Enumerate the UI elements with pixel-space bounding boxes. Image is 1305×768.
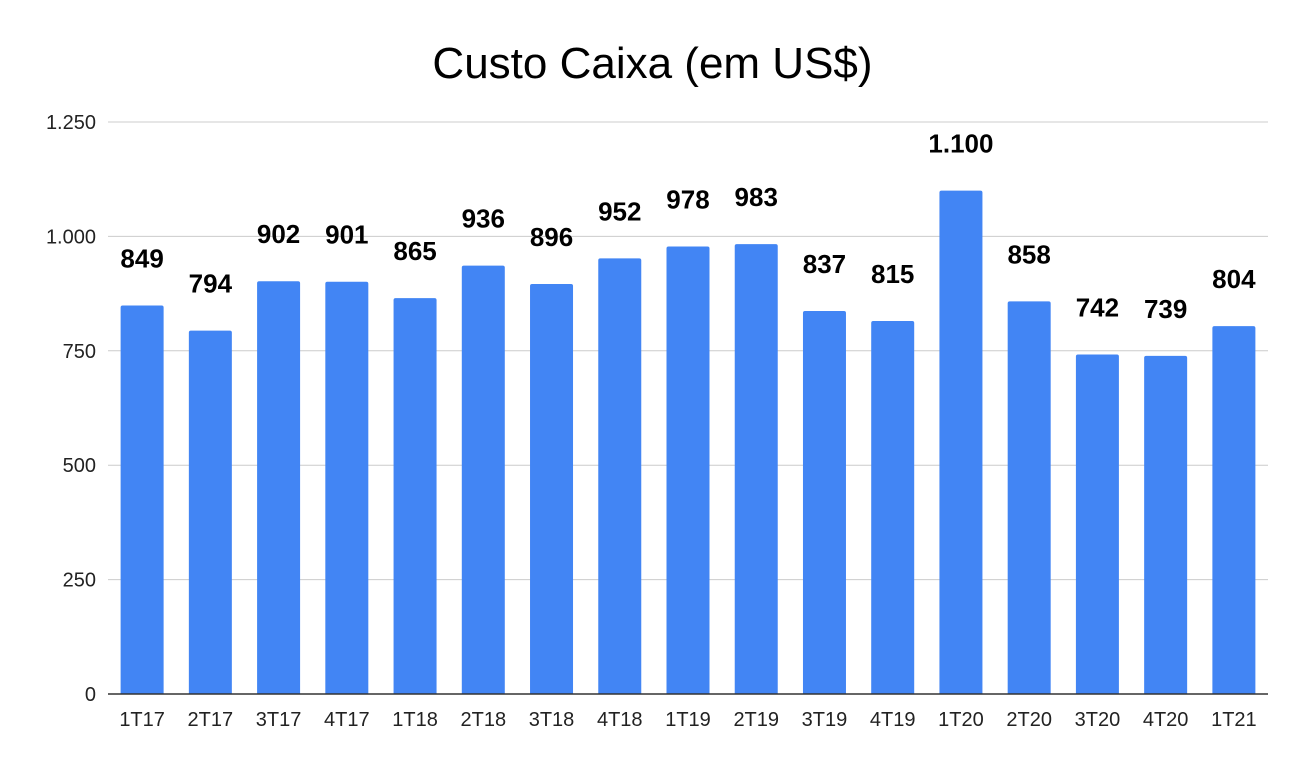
x-tick-label: 3T20 (1075, 709, 1121, 731)
bar-2t19 (734, 244, 778, 694)
x-axis-ticks: 1T17 2T17 3T17 4T17 1T18 2T18 3T18 4T18 1T19 2T19… (119, 709, 1256, 731)
bar-1t18 (393, 298, 437, 694)
y-tick-label: 500 (63, 455, 96, 477)
bar-1t17 (120, 305, 164, 694)
bar-3t19 (802, 310, 846, 694)
x-tick-label: 2T18 (460, 709, 506, 731)
bar-2t20 (1007, 301, 1051, 694)
data-label: 978 (666, 184, 709, 214)
data-label: 858 (1007, 239, 1050, 269)
data-label: 739 (1144, 294, 1187, 324)
data-label: 815 (871, 259, 914, 289)
x-tick-label: 4T18 (597, 709, 643, 731)
y-tick-label: 0 (85, 684, 96, 706)
data-label: 742 (1076, 292, 1119, 322)
data-label: 865 (393, 236, 436, 266)
chart-title: Custo Caixa (em US$) (432, 39, 873, 88)
bar-4t19 (871, 321, 915, 694)
x-tick-label: 1T17 (119, 709, 165, 731)
data-labels: 849 794 902 901 865 936 896 952 978 983 837 815 1.10… (120, 129, 1256, 324)
data-label: 902 (257, 219, 300, 249)
data-label: 1.100 (928, 129, 993, 159)
x-tick-label: 2T20 (1006, 709, 1052, 731)
y-tick-label: 750 (63, 341, 96, 363)
x-tick-label: 3T18 (529, 709, 575, 731)
x-tick-label: 4T19 (870, 709, 916, 731)
bar-4t17 (325, 281, 369, 694)
data-label: 936 (462, 204, 505, 234)
x-tick-label: 3T17 (256, 709, 302, 731)
bar-4t18 (598, 258, 642, 694)
x-tick-label: 2T17 (188, 709, 234, 731)
y-tick-label: 1.000 (46, 226, 96, 248)
bars (120, 190, 1256, 694)
bar-1t19 (666, 246, 710, 694)
x-tick-label: 1T20 (938, 709, 984, 731)
y-axis-ticks: 0 250 500 750 1.000 1.250 (46, 112, 96, 706)
bar-4t20 (1144, 355, 1188, 694)
x-tick-label: 3T19 (802, 709, 848, 731)
data-label: 983 (735, 182, 778, 212)
data-label: 837 (803, 249, 846, 279)
data-label: 952 (598, 196, 641, 226)
y-tick-label: 250 (63, 570, 96, 592)
x-tick-label: 1T18 (392, 709, 438, 731)
bar-3t20 (1075, 354, 1119, 694)
bar-3t18 (530, 283, 574, 694)
x-tick-label: 2T19 (733, 709, 779, 731)
data-label: 896 (530, 222, 573, 252)
bar-3t17 (257, 281, 301, 694)
x-tick-label: 4T17 (324, 709, 370, 731)
data-label: 804 (1212, 264, 1256, 294)
x-tick-label: 4T20 (1143, 709, 1189, 731)
data-label: 849 (120, 243, 163, 273)
bar-1t20 (939, 190, 983, 694)
bar-2t17 (188, 330, 232, 694)
x-tick-label: 1T21 (1211, 709, 1257, 731)
y-tick-label: 1.250 (46, 112, 96, 134)
data-label: 901 (325, 220, 368, 250)
bar-1t21 (1212, 326, 1256, 694)
data-label: 794 (189, 269, 233, 299)
bar-2t18 (461, 265, 505, 694)
x-tick-label: 1T19 (665, 709, 711, 731)
